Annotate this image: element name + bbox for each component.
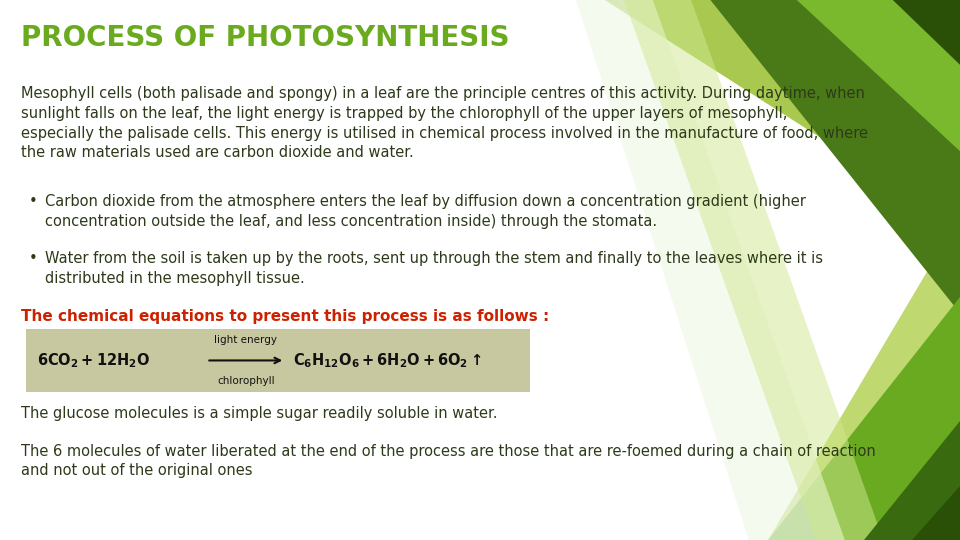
Text: PROCESS OF PHOTOSYNTHESIS: PROCESS OF PHOTOSYNTHESIS xyxy=(21,24,510,52)
Polygon shape xyxy=(797,0,960,151)
Text: •: • xyxy=(29,251,37,266)
Text: The glucose molecules is a simple sugar readily soluble in water.: The glucose molecules is a simple sugar … xyxy=(21,406,497,421)
FancyBboxPatch shape xyxy=(26,329,530,392)
Polygon shape xyxy=(912,486,960,540)
Text: The chemical equations to present this process is as follows :: The chemical equations to present this p… xyxy=(21,309,549,324)
Text: $\mathbf{C_6H_{12}O_6 + 6H_2O + 6O_2\uparrow}$: $\mathbf{C_6H_{12}O_6 + 6H_2O + 6O_2\upa… xyxy=(293,351,482,370)
Text: $\mathbf{6CO_2 + 12H_2O}$: $\mathbf{6CO_2 + 12H_2O}$ xyxy=(37,351,151,370)
Polygon shape xyxy=(653,216,960,540)
Polygon shape xyxy=(624,0,883,540)
Polygon shape xyxy=(864,421,960,540)
Polygon shape xyxy=(768,297,960,540)
Polygon shape xyxy=(605,0,960,227)
Polygon shape xyxy=(576,0,845,540)
Text: Carbon dioxide from the atmosphere enters the leaf by diffusion down a concentra: Carbon dioxide from the atmosphere enter… xyxy=(45,194,806,229)
Text: The 6 molecules of water liberated at the end of the process are those that are : The 6 molecules of water liberated at th… xyxy=(21,444,876,478)
Text: Water from the soil is taken up by the roots, sent up through the stem and final: Water from the soil is taken up by the r… xyxy=(45,251,823,286)
Text: •: • xyxy=(29,194,37,210)
Text: light energy: light energy xyxy=(214,335,277,346)
Text: chlorophyll: chlorophyll xyxy=(217,376,275,386)
Text: Mesophyll cells (both palisade and spongy) in a leaf are the principle centres o: Mesophyll cells (both palisade and spong… xyxy=(21,86,868,160)
Polygon shape xyxy=(710,0,960,313)
Polygon shape xyxy=(893,0,960,65)
